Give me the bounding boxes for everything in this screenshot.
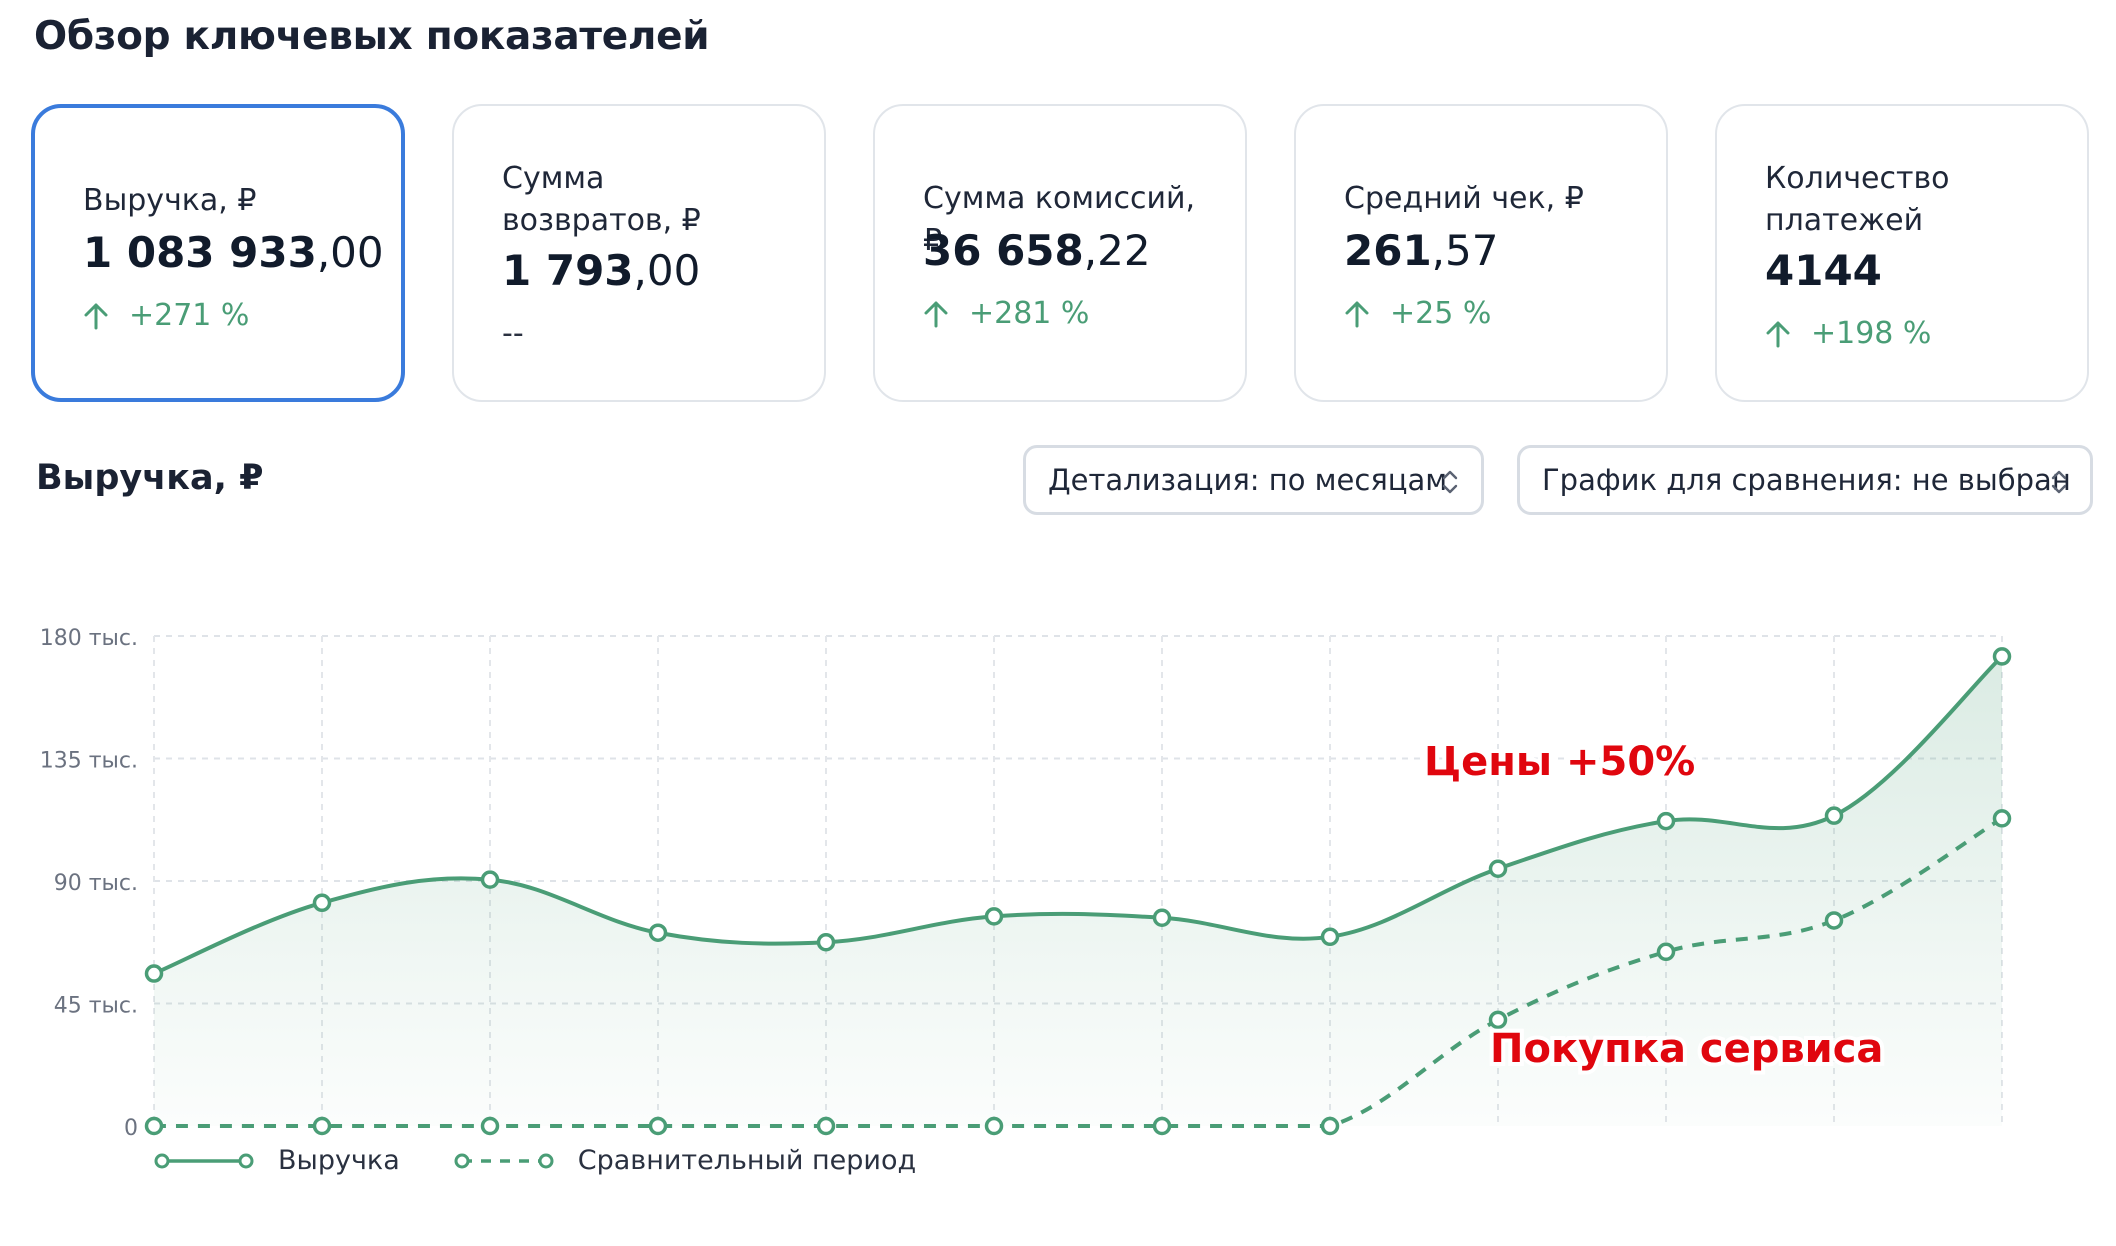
data-point <box>1656 811 1676 831</box>
data-point <box>648 1116 668 1136</box>
series-area <box>154 656 2002 1126</box>
arrow-up-icon <box>1345 301 1369 327</box>
legend-label: Выручка <box>278 1145 400 1176</box>
data-point <box>480 1116 500 1136</box>
data-point <box>1488 1010 1508 1030</box>
legend-dashed-line-icon <box>454 1153 554 1168</box>
legend-item-revenue[interactable]: Выручка <box>154 1145 400 1176</box>
kpi-label: Средний чек, ₽ <box>1344 181 1584 216</box>
y-tick-label: 90 тыс. <box>54 871 138 896</box>
y-tick-label: 0 <box>124 1116 138 1140</box>
data-point <box>1488 859 1508 878</box>
data-point <box>1152 908 1172 927</box>
data-point <box>312 893 332 913</box>
chart-section-title: Выручка, ₽ <box>36 458 264 498</box>
detail-select-value: Детализация: по месяцам <box>1048 463 1448 497</box>
chevron-updown-icon <box>2051 470 2067 494</box>
arrow-up-icon <box>924 301 948 327</box>
data-point <box>816 933 836 952</box>
kpi-value: 1 793,00 <box>502 246 701 295</box>
chart-annotation: Цены +50% <box>1424 739 1695 785</box>
data-point <box>1992 647 2012 666</box>
series-line-revenue <box>153 654 2004 976</box>
data-point <box>1824 806 1844 825</box>
y-tick-label: 45 тыс. <box>54 994 138 1019</box>
kpi-card-payments-count[interactable]: Количество платежей 4144 +198 % <box>1715 104 2089 402</box>
kpi-value: 1 083 933,00 <box>83 228 384 277</box>
data-point <box>984 1116 1004 1136</box>
kpi-change: +25 % <box>1344 296 1491 331</box>
data-point <box>144 964 164 983</box>
legend-label: Сравнительный период <box>577 1145 917 1176</box>
kpi-label: Сумма комиссий, ₽ <box>923 181 1196 258</box>
y-tick-label: 180 тыс. <box>40 626 138 651</box>
kpi-card-revenue[interactable]: Выручка, ₽ 1 083 933,00 +271 % <box>31 104 405 402</box>
data-point <box>1152 1116 1172 1136</box>
chevron-updown-icon <box>1442 470 1458 494</box>
data-point <box>144 1116 164 1136</box>
kpi-value: 4144 <box>1765 246 1882 295</box>
kpi-card-refunds[interactable]: Сумма возвратов, ₽ 1 793,00 -- <box>452 104 826 402</box>
data-point <box>816 1116 836 1136</box>
data-point <box>1320 927 1340 947</box>
kpi-change: +271 % <box>83 298 249 333</box>
y-tick-label: 135 тыс. <box>40 749 138 774</box>
kpi-card-commissions[interactable]: Сумма комиссий, ₽ 36 658,22 +281 % <box>873 104 1247 402</box>
kpi-value: 36 658,22 <box>923 226 1151 275</box>
detail-select[interactable]: Детализация: по месяцам <box>1023 445 1484 515</box>
kpi-change: -- <box>502 316 524 351</box>
kpi-label: Количество платежей <box>1765 161 1950 238</box>
compare-select[interactable]: График для сравнения: не выбран <box>1517 445 2093 515</box>
data-point <box>1656 942 1676 962</box>
data-point <box>984 907 1004 926</box>
data-point <box>480 870 500 889</box>
kpi-label: Выручка, ₽ <box>83 183 257 218</box>
revenue-chart: 0 45 тыс. 90 тыс. 135 тыс. 180 тыс. Цены +50… <box>40 626 2012 1140</box>
arrow-up-icon <box>84 303 108 329</box>
data-point <box>648 923 668 942</box>
kpi-change: +281 % <box>923 296 1089 331</box>
compare-select-value: График для сравнения: не выбран <box>1542 463 2071 497</box>
page-title: Обзор ключевых показателей <box>34 14 710 59</box>
kpi-label: Сумма возвратов, ₽ <box>502 161 701 238</box>
chart-legend: Выручка Сравнительный период <box>154 1145 970 1176</box>
legend-item-comparison[interactable]: Сравнительный период <box>454 1145 916 1176</box>
data-point <box>1320 1116 1340 1136</box>
data-point <box>1824 911 1844 930</box>
data-point <box>312 1116 332 1136</box>
legend-solid-line-icon <box>154 1153 254 1168</box>
kpi-card-average-check[interactable]: Средний чек, ₽ 261,57 +25 % <box>1294 104 1668 402</box>
chart-annotation: Покупка сервиса <box>1490 1026 1883 1072</box>
kpi-change: +198 % <box>1765 316 1931 351</box>
data-point <box>1992 809 2012 828</box>
arrow-up-icon <box>1766 321 1790 347</box>
kpi-value: 261,57 <box>1344 226 1499 275</box>
